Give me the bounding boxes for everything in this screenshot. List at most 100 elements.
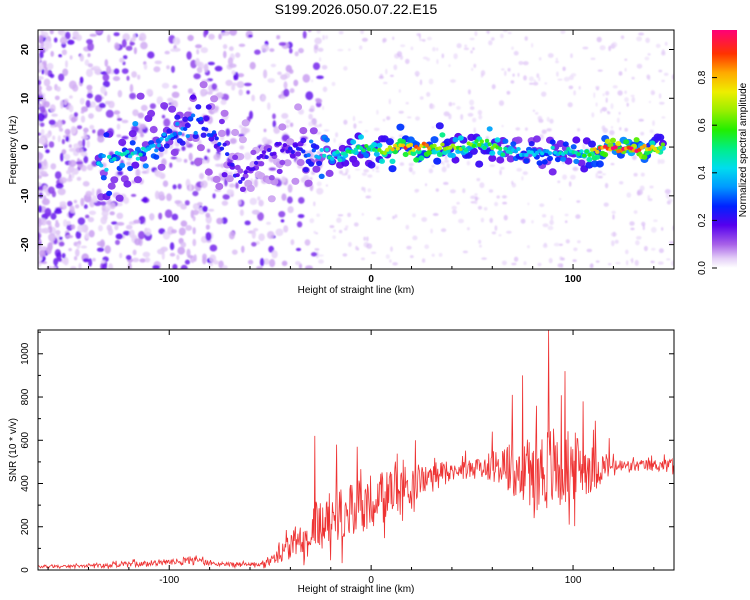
spectrogram-noise-blob [86,164,94,171]
spectrogram-noise-blob [367,174,373,178]
spectrogram-noise-blob [522,61,529,66]
spectrogram-noise-blob [399,162,405,166]
spectrogram-noise-blob [528,76,534,82]
snr-ytick-label: 800 [20,388,31,405]
spectrogram-ridge-blob [430,136,439,144]
spectrogram-noise-blob [61,259,67,264]
spectrogram-noise-blob [478,114,483,120]
spectrogram-noise-blob [277,71,282,76]
spectrogram-ridge-blob [205,104,212,110]
spectrogram-noise-blob [630,259,633,262]
spectrogram-ridge-blob [291,177,300,185]
spectrogram-noise-blob [550,215,554,221]
spectrogram-noise-blob [215,163,222,167]
spectrogram-noise-blob [119,252,123,259]
spectrogram-noise-blob [157,150,164,158]
spectrogram-ridge-blob [524,153,529,157]
spectrogram-noise-blob [121,68,129,74]
spectrogram-noise-blob [414,188,419,193]
spectrogram-noise-blob [416,33,421,37]
spectrogram-noise-blob [247,259,254,265]
spectrogram-noise-blob [82,258,90,263]
spectrogram-ridge-blob [541,159,548,165]
spectrogram-noise-blob [80,197,85,206]
spectrogram-noise-blob [137,74,141,80]
spectrogram-noise-blob [80,110,85,114]
spectrogram-noise-blob [456,106,461,110]
spectrogram-noise-blob [276,35,281,40]
spectrogram-noise-blob [659,159,665,164]
spectrogram-noise-blob [501,68,505,71]
spectrogram-noise-blob [480,70,486,76]
spectrogram-noise-blob [314,37,322,45]
spectrogram-ridge-blob [192,133,199,139]
spectrogram-ridge-blob [104,167,109,172]
spectrogram-ridge-blob [212,175,221,183]
spectrogram-noise-blob [192,238,197,247]
snr-ytick-label: 0 [20,567,31,573]
spectrogram-ridge-blob [570,144,577,150]
spectrogram-ridge-blob [396,123,405,131]
spectrogram-noise-blob [670,260,674,267]
spectrogram-ridge-blob [164,137,169,142]
spectrogram-noise-blob [228,63,237,68]
spectrogram-ridge-blob [200,132,207,138]
spectrogram-ridge-blob [129,140,136,146]
spectrogram-noise-blob [321,65,328,70]
spectrogram-noise-blob [335,132,339,138]
spectrogram-noise-blob [453,53,458,60]
spectrogram-noise-blob [507,32,512,34]
spectrogram-noise-blob [604,182,609,189]
snr-series-line [38,330,674,570]
spectrogram-ridge-blob [225,175,234,183]
spectrogram-ridge-blob [415,148,422,155]
spectrogram-noise-blob [125,45,133,51]
spectrogram-noise-blob [316,75,324,80]
spectrogram-noise-blob [448,102,453,107]
spectrogram-noise-blob [75,161,83,165]
spectrogram-noise-blob [536,73,540,78]
spectrogram-ridge-blob [461,145,466,150]
spectrogram-noise-blob [624,127,628,132]
spectrogram-noise-blob [658,248,664,254]
spectrogram-noise-blob [50,163,57,170]
spectrogram-noise-blob [479,182,485,189]
spectrogram-ridge-blob [276,168,283,175]
spectrogram-noise-blob [38,132,42,136]
spectrogram-noise-blob [364,130,369,133]
spectrogram-noise-blob [541,91,547,97]
spectrogram-noise-blob [158,212,163,220]
spectrogram-ridge-blob [586,156,593,163]
spectrogram-noise-blob [38,34,44,44]
spectrogram-ridge-blob [610,137,616,143]
spectrogram-noise-blob [100,85,107,94]
spectrogram-noise-blob [600,109,603,114]
spectrogram-noise-blob [582,143,586,150]
spectrogram-noise-blob [88,230,95,238]
spectrogram-noise-blob [512,73,515,77]
spectrogram-noise-blob [85,100,91,108]
spectrogram-noise-blob [511,46,514,50]
spectrogram-xtick-label: 0 [368,274,374,285]
spectrogram-noise-blob [267,102,271,110]
spectrogram-noise-blob [456,43,462,49]
spectrogram-noise-blob [213,153,221,161]
spectrogram-noise-blob [42,185,48,193]
spectrogram-noise-blob [319,57,322,62]
spectrogram-noise-blob [414,70,420,77]
spectrogram-noise-blob [209,244,218,252]
spectrogram-noise-blob [38,58,41,65]
spectrogram-ridge-blob [302,167,309,173]
spectrogram-noise-blob [184,259,191,265]
spectrogram-noise-blob [431,126,435,129]
spectrogram-noise-blob [44,133,51,139]
spectrogram-noise-blob [353,222,359,227]
spectrogram-noise-blob [657,158,660,165]
spectrogram-ridge-blob [306,153,311,158]
spectrogram-noise-blob [412,235,418,241]
spectrogram-noise-blob [116,134,122,138]
spectrogram-noise-blob [39,51,44,59]
spectrogram-noise-blob [65,136,70,142]
spectrogram-ridge-blob [219,146,225,151]
